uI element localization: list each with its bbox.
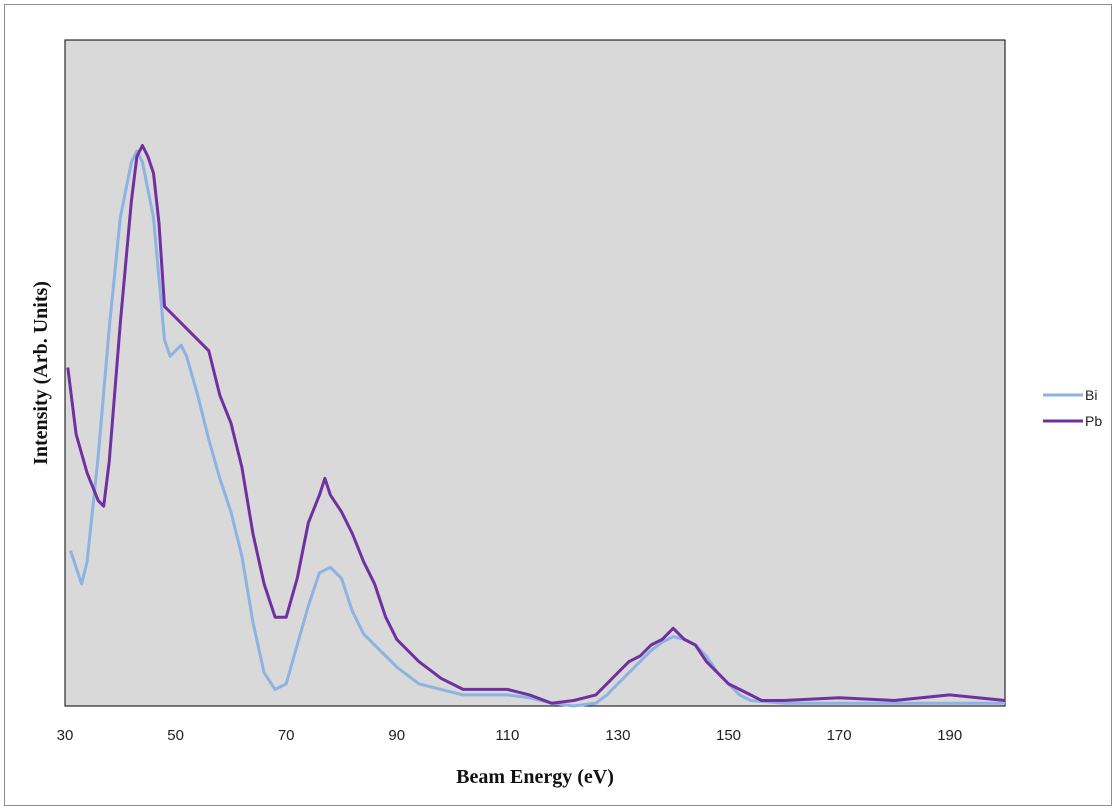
x-axis-title: Beam Energy (eV)	[456, 766, 614, 788]
legend: Bi Pb	[1043, 387, 1102, 429]
plot-area	[64, 39, 1006, 707]
x-tick-label: 30	[57, 727, 74, 744]
y-axis-title: Intensity (Arb. Units)	[30, 281, 52, 465]
x-tick-label: 90	[388, 727, 405, 744]
x-tick-label: 150	[716, 727, 741, 744]
x-tick-label: 170	[827, 727, 852, 744]
x-tick-labels: 30 50 70 90 110 130 150 170 190	[57, 727, 963, 744]
x-tick-label: 130	[605, 727, 630, 744]
legend-label-pb: Pb	[1085, 413, 1102, 429]
series-layer	[66, 144, 1006, 708]
series-line-pb	[66, 144, 1006, 705]
x-tick-label: 190	[937, 727, 962, 744]
x-tick-label: 110	[495, 727, 519, 744]
x-tick-label: 50	[167, 727, 184, 744]
chart-canvas: 30 50 70 90 110 130 150 170 190 Beam Energy (eV)…	[30, 39, 1102, 788]
x-tick-label: 70	[278, 727, 295, 744]
chart-frame: 30 50 70 90 110 130 150 170 190 Beam Energy (eV)…	[4, 4, 1112, 806]
legend-label-bi: Bi	[1085, 387, 1097, 403]
